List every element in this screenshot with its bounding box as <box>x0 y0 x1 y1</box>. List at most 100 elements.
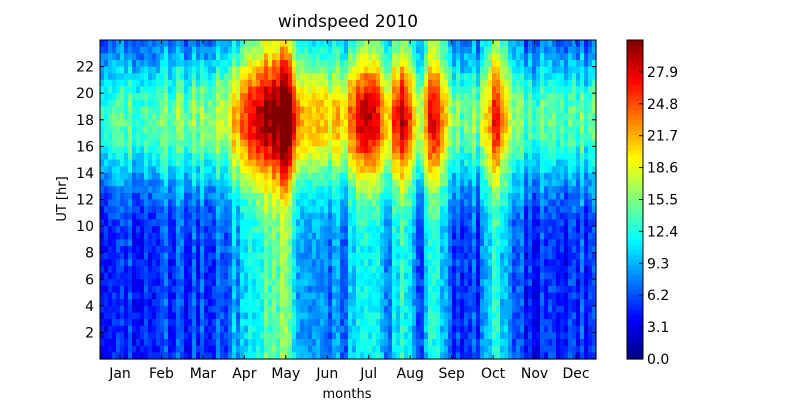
heatmap-cell <box>440 319 445 327</box>
heatmap-cell <box>156 106 161 114</box>
heatmap-cell <box>468 166 473 174</box>
heatmap-cell <box>360 99 365 108</box>
heatmap-cell <box>132 126 137 134</box>
heatmap-cell <box>264 186 269 194</box>
heatmap-cell <box>128 146 133 154</box>
heatmap-cell <box>212 325 217 334</box>
heatmap-cell <box>284 332 289 340</box>
heatmap-cell <box>356 332 361 340</box>
heatmap-cell <box>316 219 321 227</box>
heatmap-cell <box>376 232 381 240</box>
heatmap-cell <box>104 259 109 267</box>
heatmap-cell <box>224 172 229 181</box>
heatmap-cell <box>204 285 209 294</box>
heatmap-cell <box>356 40 361 48</box>
heatmap-cell <box>268 40 273 48</box>
heatmap-cell <box>420 345 425 353</box>
heatmap-cell <box>356 186 361 194</box>
heatmap-cell <box>224 159 229 167</box>
heatmap-cell <box>500 252 505 260</box>
heatmap-cell <box>304 239 309 247</box>
heatmap-cell <box>352 126 357 134</box>
heatmap-cell <box>232 179 237 187</box>
heatmap-cell <box>360 206 365 214</box>
heatmap-cell <box>424 252 429 260</box>
heatmap-cell <box>320 252 325 260</box>
heatmap-cell <box>156 345 161 353</box>
heatmap-cell <box>308 332 313 340</box>
heatmap-cell <box>216 206 221 214</box>
heatmap-cell <box>144 199 149 207</box>
heatmap-cell <box>204 106 209 114</box>
heatmap-cell <box>148 265 153 274</box>
heatmap-cell <box>292 285 297 294</box>
heatmap-cell <box>452 239 457 247</box>
heatmap-cell <box>360 252 365 260</box>
heatmap-cell <box>148 345 153 353</box>
heatmap-cell <box>204 152 209 161</box>
heatmap-cell <box>188 133 193 141</box>
heatmap-cell <box>196 226 201 234</box>
heatmap-cell <box>160 312 165 320</box>
heatmap-cell <box>400 159 405 167</box>
heatmap-cell <box>492 133 497 141</box>
heatmap-cell <box>352 159 357 167</box>
heatmap-cell <box>236 59 241 68</box>
heatmap-cell <box>312 272 317 280</box>
heatmap-cell <box>188 146 193 154</box>
heatmap-cell <box>196 66 201 74</box>
heatmap-cell <box>320 106 325 114</box>
heatmap-cell <box>416 272 421 280</box>
heatmap-cell <box>420 113 425 121</box>
heatmap-cell <box>148 339 153 347</box>
heatmap-cell <box>512 53 517 61</box>
heatmap-cell <box>256 59 261 68</box>
heatmap-cell <box>140 292 145 300</box>
heatmap-cell <box>204 319 209 327</box>
heatmap-cell <box>436 186 441 194</box>
heatmap-cell <box>380 345 385 353</box>
heatmap-cell <box>168 199 173 207</box>
heatmap-cell <box>412 66 417 74</box>
heatmap-cell <box>432 352 437 360</box>
heatmap-cell <box>156 86 161 94</box>
heatmap-cell <box>236 53 241 61</box>
heatmap-cell <box>368 59 373 68</box>
heatmap-cell <box>356 139 361 147</box>
heatmap-cell <box>488 279 493 287</box>
heatmap-cell <box>412 305 417 314</box>
heatmap-cell <box>120 73 125 81</box>
heatmap-cell <box>152 106 157 114</box>
heatmap-cell <box>476 119 481 127</box>
heatmap-cell <box>216 179 221 187</box>
heatmap-cell <box>192 226 197 234</box>
heatmap-cell <box>196 86 201 94</box>
heatmap-cell <box>136 345 141 353</box>
heatmap-cell <box>160 99 165 108</box>
heatmap-cell <box>344 53 349 61</box>
heatmap-cell <box>480 113 485 121</box>
heatmap-cell <box>460 40 465 48</box>
heatmap-cell <box>412 272 417 280</box>
heatmap-cell <box>404 166 409 174</box>
heatmap-cell <box>328 312 333 320</box>
heatmap-cell <box>336 99 341 108</box>
heatmap-cell <box>284 126 289 134</box>
heatmap-cell <box>504 259 509 267</box>
heatmap-cell <box>112 285 117 294</box>
heatmap-cell <box>420 252 425 260</box>
heatmap-cell <box>232 186 237 194</box>
heatmap-cell <box>120 106 125 114</box>
heatmap-cell <box>124 299 129 307</box>
heatmap-cell <box>212 279 217 287</box>
heatmap-cell <box>184 186 189 194</box>
heatmap-cell <box>488 86 493 94</box>
heatmap-cell <box>420 325 425 334</box>
heatmap-cell <box>192 159 197 167</box>
heatmap-cell <box>472 106 477 114</box>
heatmap-cell <box>248 166 253 174</box>
heatmap-cell <box>488 345 493 353</box>
heatmap-cell <box>128 79 133 88</box>
heatmap-cell <box>184 352 189 360</box>
heatmap-cell <box>180 212 185 221</box>
